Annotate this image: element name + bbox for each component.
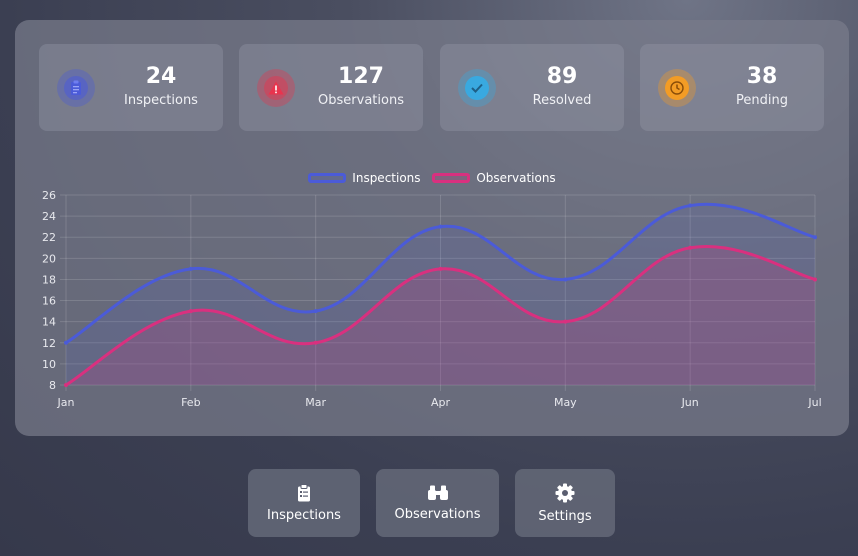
clipboard-icon [298,483,310,501]
stat-label: Pending [736,93,788,108]
legend-label: Observations [476,171,556,185]
y-tick-label: 24 [42,210,56,223]
series-area-inspections [66,204,815,385]
y-tick-label: 20 [42,252,56,265]
data-point [313,340,318,345]
y-tick-label: 10 [42,358,56,371]
stat-value: 38 [746,64,778,89]
line-chart: 8 10 12 14 16 18 20 22 24 26 Jan Feb Mar Apr May Jun Jul [42,189,822,409]
clock-icon [658,69,696,107]
stat-value: 89 [546,64,578,89]
y-tick-label: 26 [42,189,56,202]
y-tick-label: 12 [42,337,56,350]
binoculars-icon [427,485,448,500]
data-point [313,309,318,314]
y-tick-label: 16 [42,295,56,308]
check-circle-icon [458,69,496,107]
legend-swatch [308,173,347,183]
data-point [688,245,693,250]
y-tick-label: 8 [49,379,56,392]
data-point [563,277,568,282]
dashboard-panel: 24 Inspections 127 Observations 89 Resol… [15,20,849,436]
stat-card-resolved: 89 Resolved [440,44,624,131]
stat-label: Inspections [124,93,198,108]
warning-icon [257,69,295,107]
data-point [188,266,193,271]
legend-item-observations[interactable]: Observations [432,171,556,185]
data-point [813,235,817,240]
y-tick-label: 14 [42,316,56,329]
stat-card-inspections: 24 Inspections [39,44,223,131]
clipboard-icon [57,69,95,107]
stat-card-pending: 38 Pending [640,44,824,131]
x-tick-label: May [554,396,577,409]
nav-label: Observations [394,506,481,522]
stat-card-observations: 127 Observations [239,44,423,131]
data-point [64,340,68,345]
nav-settings-button[interactable]: Settings [515,469,615,537]
stat-label: Resolved [532,93,592,108]
data-point [438,224,443,229]
gear-icon [555,483,575,502]
x-tick-label: Jul [807,396,821,409]
nav-observations-button[interactable]: Observations [376,469,499,537]
stat-value: 127 [338,64,384,89]
data-point [188,309,193,314]
data-point [813,277,817,282]
stat-value: 24 [145,64,177,89]
nav-label: Settings [538,508,592,524]
data-point [64,383,68,387]
y-tick-label: 18 [42,273,56,286]
series-area-observations [66,246,815,385]
data-point [563,319,568,324]
legend-label: Inspections [352,171,421,185]
data-point [688,203,693,208]
y-tick-label: 22 [42,231,56,244]
x-tick-label: Apr [431,396,451,409]
data-point [438,266,443,271]
nav-label: Inspections [267,507,341,523]
x-tick-label: Feb [181,396,200,409]
x-tick-label: Jan [57,396,75,409]
legend-item-inspections[interactable]: Inspections [308,171,421,185]
nav-inspections-button[interactable]: Inspections [248,469,360,537]
x-tick-label: Mar [305,396,326,409]
stat-label: Observations [318,93,404,108]
x-tick-label: Jun [681,396,699,409]
chart-legend: Inspections Observations [15,171,849,186]
legend-swatch [432,173,471,183]
